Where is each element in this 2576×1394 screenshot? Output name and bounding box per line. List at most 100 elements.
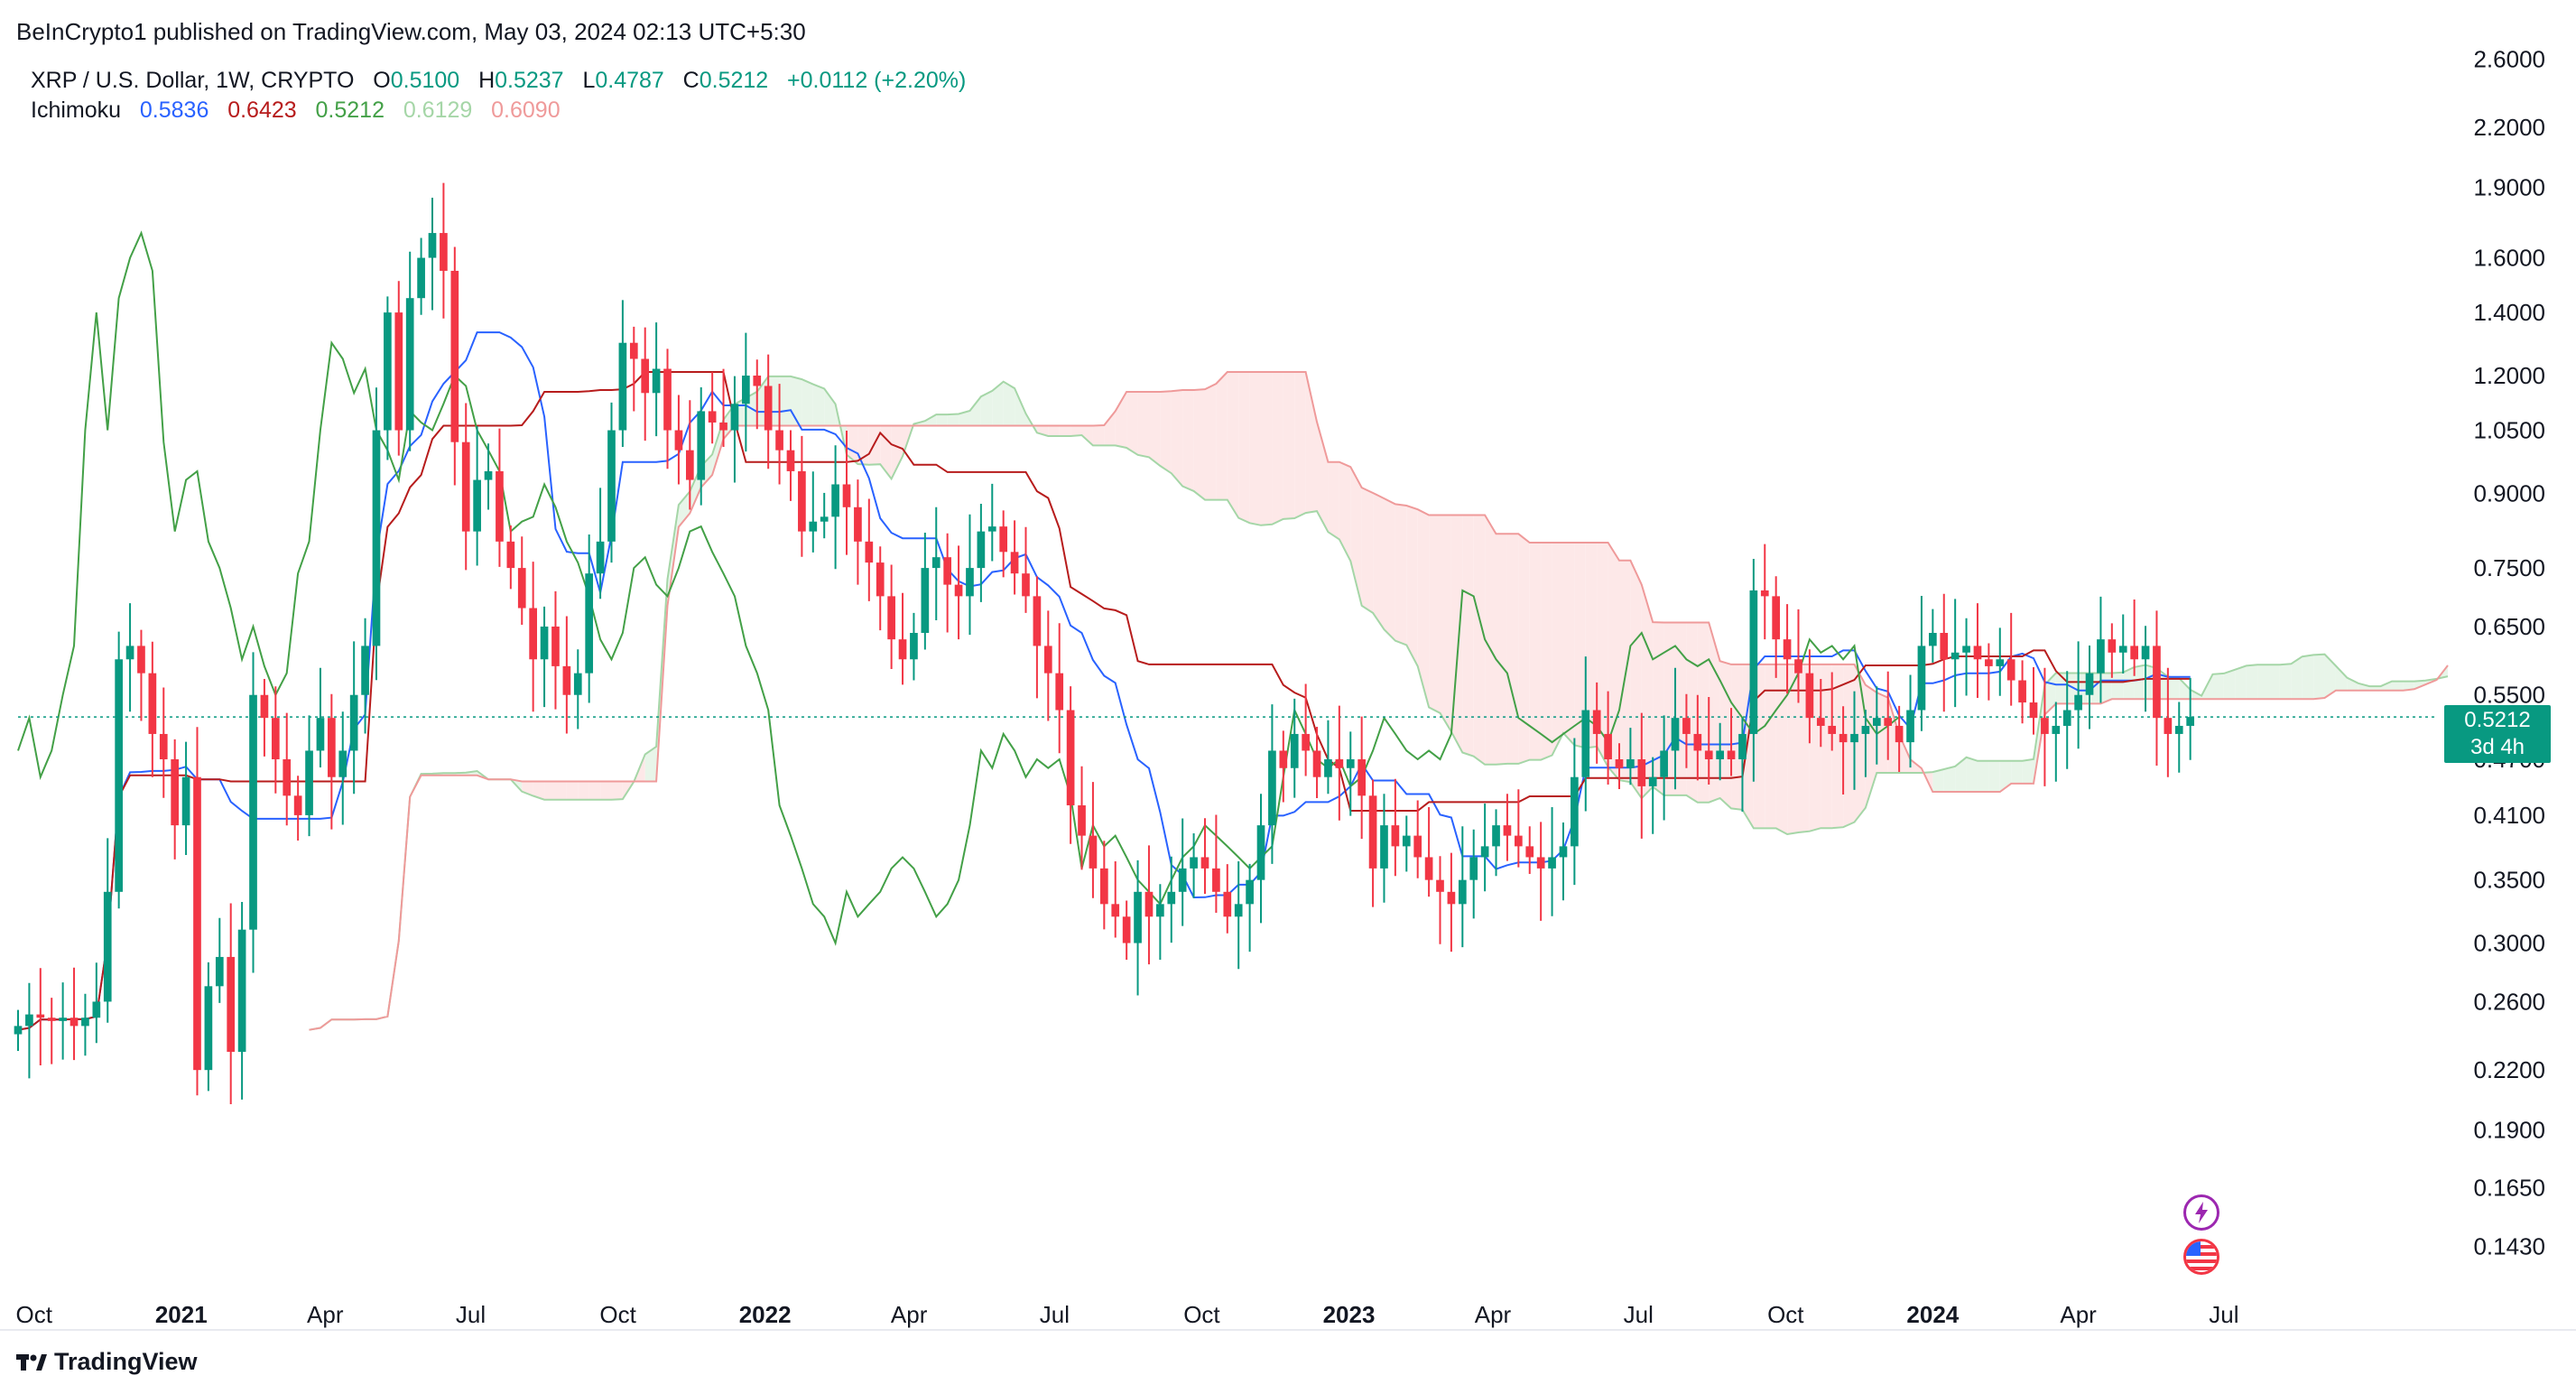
candle (249, 652, 257, 973)
cloud-segment (1328, 461, 1339, 540)
lightning-icon[interactable] (2183, 1194, 2219, 1231)
candle-body (428, 233, 437, 258)
senkou-a-value: 0.6129 (403, 98, 473, 123)
candle (1190, 833, 1198, 898)
candle-body (384, 312, 392, 431)
candle (1660, 715, 1668, 821)
candle-body (305, 750, 313, 815)
candle-body (227, 956, 236, 1053)
us-flag-icon[interactable] (2183, 1239, 2219, 1275)
candle (1335, 705, 1344, 821)
candle (1033, 576, 1042, 699)
candle (81, 993, 89, 1056)
cloud-segment (2268, 664, 2280, 700)
candle (854, 479, 862, 585)
candle-body (293, 795, 302, 815)
candle-body (92, 1001, 101, 1018)
candle-body (237, 929, 246, 1053)
candle-body (1996, 659, 2005, 666)
publisher-line: BeInCrypto1 published on TradingView.com… (16, 18, 806, 45)
candle (2141, 626, 2150, 712)
cloud-segment (1955, 757, 1967, 793)
candle-body (1648, 776, 1657, 786)
candle-body (753, 375, 762, 386)
candle-body (2052, 725, 2061, 734)
candle (1469, 829, 1478, 919)
candle-body (440, 233, 448, 271)
candle (1368, 779, 1377, 907)
candle (25, 982, 33, 1079)
candle-body (1033, 596, 1042, 646)
candle-body (1828, 725, 1837, 734)
candle (529, 562, 537, 712)
y-tick-label-8: 0.7500 (2473, 554, 2545, 581)
candle (1436, 856, 1444, 944)
candle (1816, 678, 1825, 748)
cloud-segment (600, 781, 612, 800)
candle (1951, 599, 1960, 708)
symbol-legend[interactable]: XRP / U.S. Dollar, 1W, CRYPTO O0.5100 H0… (31, 68, 966, 94)
indicator-legend[interactable]: Ichimoku 0.5836 0.6423 0.5212 0.6129 0.6… (31, 98, 561, 124)
candle-body (596, 541, 605, 574)
candle-body (115, 659, 123, 892)
cloud-segment (2414, 680, 2426, 690)
candle (966, 514, 974, 636)
candle-body (1816, 718, 1825, 726)
candle (1559, 822, 1568, 901)
x-tick-label-2: Apr (307, 1301, 344, 1328)
candle-body (36, 1014, 45, 1018)
cloud-segment (1092, 425, 1105, 446)
cloud-segment (1261, 371, 1273, 525)
cloud-segment (2223, 669, 2236, 700)
candle-body (506, 541, 515, 569)
open-value: 0.5100 (390, 68, 460, 93)
cloud-segment (959, 411, 970, 426)
candle-body (1693, 733, 1702, 751)
candle (473, 426, 481, 566)
candle (1581, 656, 1590, 812)
candle-body (1335, 758, 1344, 768)
candle (237, 902, 246, 1100)
candle-body (1223, 891, 1232, 917)
candle (1626, 728, 1635, 785)
x-tick-label-6: Apr (891, 1301, 928, 1328)
candle (1234, 861, 1243, 970)
cloud-segment (2313, 654, 2325, 700)
candle (1906, 674, 1914, 768)
candle-body (1089, 835, 1098, 869)
x-tick-label-11: Jul (1624, 1301, 1654, 1328)
price-axis[interactable]: 2.6000 2.2000 1.9000 1.6000 1.4000 1.2000 1.05… (2473, 45, 2545, 1259)
cloud-segment (1249, 371, 1262, 525)
candle (1144, 845, 1154, 965)
tradingview-logo[interactable]: TradingView (16, 1348, 198, 1376)
y-tick-label-10: 0.5500 (2473, 682, 2545, 709)
tradingview-logo-text: TradingView (54, 1348, 198, 1375)
candle-body (1738, 733, 1747, 759)
candle (1839, 706, 1848, 795)
cloud-segment (1126, 392, 1138, 455)
cloud-segment (1529, 542, 1542, 760)
candle (887, 564, 895, 670)
cloud-segment (1294, 371, 1306, 519)
candle (2097, 596, 2105, 703)
cloud-segment (1496, 534, 1507, 765)
candle (2108, 623, 2117, 678)
candle-body (865, 541, 874, 563)
cloud-segment (1384, 498, 1395, 641)
cloud-segment (1988, 760, 2000, 793)
cloud-segment (2369, 686, 2381, 691)
candle (1134, 860, 1142, 996)
candle (159, 687, 168, 798)
tenkan-value: 0.5836 (139, 98, 209, 123)
cloud-segment (1429, 515, 1441, 713)
candle-body (1940, 633, 1949, 660)
last-price-badge: 0.5212 3d 4h (2444, 705, 2551, 763)
candle (1760, 544, 1769, 640)
candle (1783, 604, 1792, 694)
candle-body (663, 368, 672, 431)
time-axis[interactable]: Oct 2021 Apr Jul Oct 2022 Apr Jul Oct 2023 Apr Jul O… (15, 1301, 2238, 1328)
candle-body (910, 633, 918, 660)
candle-body (59, 1018, 67, 1021)
candle-body (1985, 659, 1993, 666)
